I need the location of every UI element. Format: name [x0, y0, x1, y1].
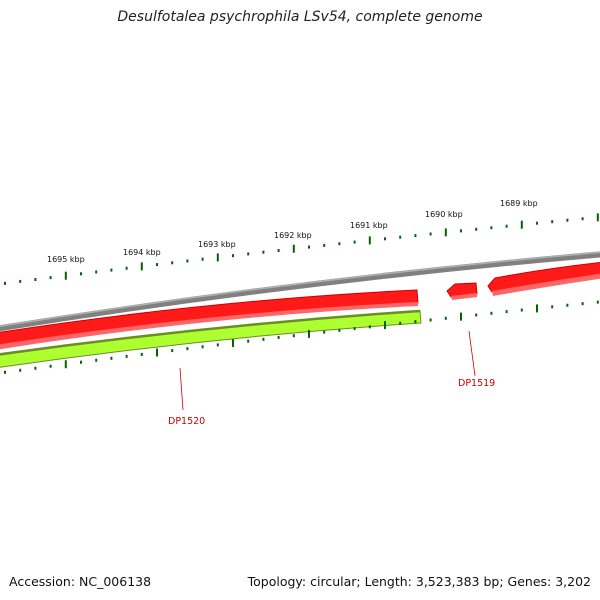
gene-arrow-green-top: [0, 309, 421, 356]
gene-leader-line: [468, 330, 476, 377]
gene-arrow-red-small[interactable]: [446, 282, 478, 298]
tick-label: 1689 kbp: [500, 199, 538, 208]
tick-label: 1694 kbp: [123, 248, 161, 257]
tick-label: 1693 kbp: [198, 240, 236, 249]
gene-arrow-red-long-shadow: [0, 302, 418, 350]
gene-label-dp1520[interactable]: DP1520: [168, 416, 205, 427]
genome-title: Desulfotalea psychrophila LSv54, complet…: [117, 9, 483, 25]
tick-label: 1692 kbp: [274, 231, 312, 240]
gene-leader-line: [179, 367, 184, 411]
accession-label: Accession: NC_006138: [9, 574, 152, 589]
genome-summary: Topology: circular; Length: 3,523,383 bp…: [247, 574, 591, 589]
genome-backbone-highlight: [0, 251, 600, 327]
tick-label: 1695 kbp: [47, 255, 85, 264]
inner-tick-ring: [4, 300, 599, 374]
gene-arrow-red-small-shadow: [451, 293, 477, 300]
gene-label-dp1519[interactable]: DP1519: [458, 378, 495, 389]
tick-label: 1691 kbp: [350, 221, 388, 230]
outer-tick-ring: [4, 213, 599, 285]
tick-label: 1690 kbp: [425, 210, 463, 219]
genome-backbone: [0, 251, 600, 332]
gene-arrow-red-right-shadow: [492, 273, 600, 296]
